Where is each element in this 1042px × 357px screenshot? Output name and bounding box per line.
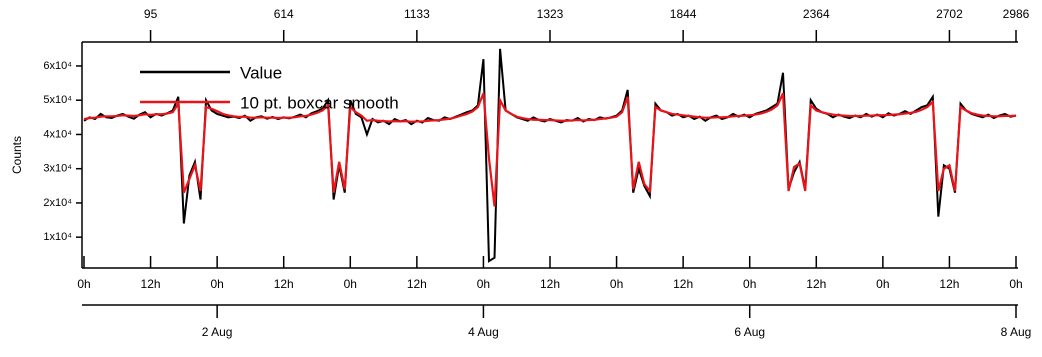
- date-tick-label: 4 Aug: [468, 325, 499, 339]
- top-tick-label: 1133: [404, 7, 430, 21]
- x-tick-label: 12h: [540, 277, 560, 291]
- x-tick-label: 0h: [610, 277, 623, 291]
- date-tick-label: 2 Aug: [202, 325, 233, 339]
- top-tick-label: 1844: [670, 7, 697, 21]
- legend-label: Value: [240, 63, 282, 82]
- x-tick-label: 0h: [344, 277, 357, 291]
- y-tick-label: 6x10⁴: [43, 60, 72, 72]
- x-tick-label: 0h: [477, 277, 490, 291]
- x-tick-label: 12h: [939, 277, 959, 291]
- date-tick-label: 6 Aug: [734, 325, 765, 339]
- x-tick-label: 12h: [141, 277, 161, 291]
- y-tick-label: 1x10⁴: [43, 231, 72, 243]
- top-tick-label: 2364: [803, 7, 830, 21]
- y-tick-label: 3x10⁴: [43, 163, 72, 175]
- top-tick-label: 1323: [537, 7, 564, 21]
- x-tick-label: 12h: [673, 277, 693, 291]
- x-tick-label: 0h: [743, 277, 756, 291]
- legend-label: 10 pt. boxcar smooth: [240, 93, 399, 112]
- x-tick-label: 0h: [210, 277, 223, 291]
- x-tick-label: 12h: [806, 277, 826, 291]
- x-tick-label: 0h: [1009, 277, 1022, 291]
- x-tick-label: 0h: [876, 277, 889, 291]
- series-line: [83, 92, 1017, 207]
- date-tick-label: 8 Aug: [1001, 325, 1032, 339]
- top-tick-label: 95: [144, 7, 158, 21]
- top-tick-label: 2986: [1003, 7, 1030, 21]
- x-tick-label: 12h: [274, 277, 294, 291]
- x-tick-label: 12h: [407, 277, 427, 291]
- y-tick-label: 4x10⁴: [43, 128, 72, 140]
- y-axis-label: Counts: [10, 136, 24, 174]
- y-tick-label: 5x10⁴: [43, 94, 72, 106]
- top-tick-label: 614: [274, 7, 294, 21]
- y-tick-label: 2x10⁴: [43, 197, 72, 209]
- x-tick-label: 0h: [77, 277, 90, 291]
- top-tick-label: 2702: [936, 7, 963, 21]
